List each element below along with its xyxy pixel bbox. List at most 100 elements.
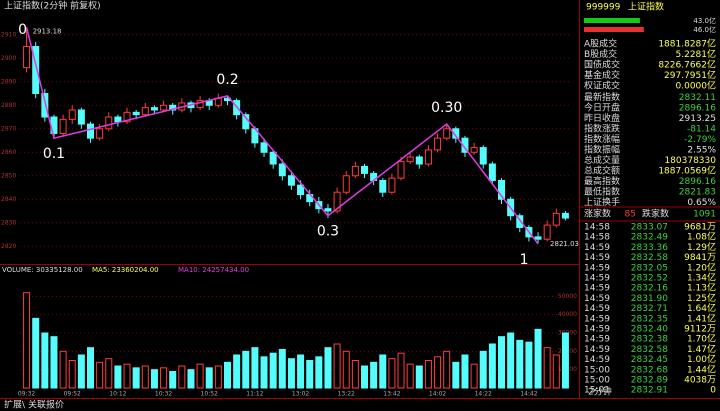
candle-body — [406, 156, 414, 163]
volume-bar — [205, 367, 213, 389]
volume-bar — [114, 365, 122, 389]
volume-bar — [351, 360, 359, 389]
trade-volume: 1.47亿 — [687, 343, 716, 355]
volume-bar — [233, 354, 241, 389]
candle-body — [379, 179, 387, 193]
trade-price: 2832.58 — [631, 253, 668, 263]
flow-bar — [584, 27, 644, 32]
summary-value: 1881.8287亿 — [658, 38, 716, 50]
candle-body — [141, 107, 149, 116]
wave-label: 1 — [520, 252, 529, 268]
summary-label: 总成交量 — [584, 154, 620, 166]
y-tick-label: 2910 — [1, 31, 16, 38]
wave-label: 0 — [18, 22, 27, 38]
volume-bar — [379, 354, 387, 389]
y-tick-label: 40000 — [558, 311, 577, 318]
candle-body — [424, 149, 432, 165]
trade-price: 2832.35 — [631, 314, 668, 324]
trade-time: 15:01 — [584, 386, 610, 396]
volume-bar — [452, 361, 460, 389]
x-tick-label: 10:12 — [109, 391, 126, 398]
trade-price: 2832.68 — [631, 365, 668, 375]
trade-price: 2832.05 — [631, 263, 668, 273]
volume-bar — [169, 371, 177, 389]
x-tick-label: 11:12 — [246, 391, 263, 398]
tab[interactable]: 关联报价 — [28, 399, 64, 411]
x-tick-label: 09:32 — [18, 391, 35, 398]
volume-bar — [41, 332, 49, 389]
x-tick-label: 14:22 — [475, 391, 492, 398]
trade-price: 2832.38 — [631, 335, 668, 345]
volume-bar — [525, 341, 533, 389]
candle-body — [196, 100, 204, 109]
wave-label: 0.2 — [216, 72, 238, 88]
trade-volume: 1.41亿 — [687, 312, 716, 324]
trade-time: 14:59 — [584, 294, 610, 304]
volume-bar — [141, 365, 149, 389]
volume-bar — [178, 365, 186, 389]
candle-body — [278, 163, 286, 177]
candle-body — [351, 165, 359, 177]
candle-body — [150, 107, 158, 111]
volume-bar — [388, 358, 396, 389]
y-tick-label: 2840 — [1, 196, 16, 203]
trade-volume: 0 — [710, 386, 716, 396]
candle-body — [87, 123, 94, 139]
flow-bar — [584, 18, 640, 23]
wave-line — [25, 27, 539, 245]
trade-time: 14:58 — [584, 223, 610, 233]
candle-body — [415, 156, 423, 165]
volume-bar — [87, 347, 94, 389]
volume-bar — [488, 343, 496, 389]
volume-bar — [132, 367, 140, 389]
trade-volume: 1.20亿 — [687, 261, 716, 273]
trade-price: 2832.45 — [631, 355, 668, 365]
volume-bar — [224, 361, 231, 389]
breadth-value: 1091 — [693, 210, 716, 220]
period-tab[interactable]: 2分钟 — [588, 386, 612, 398]
volume-bar — [370, 361, 378, 389]
volume-bar — [269, 352, 277, 389]
tab[interactable]: 扩展\ — [4, 399, 26, 411]
candle-body — [388, 177, 396, 193]
volume-bar — [251, 347, 259, 389]
candle-body — [105, 116, 113, 130]
trade-time: 14:59 — [584, 314, 610, 324]
candle-body — [287, 175, 295, 186]
summary-value: 2896.16 — [679, 177, 716, 187]
wave-label: 0.3 — [317, 224, 339, 240]
breadth-label: 跌家数 — [642, 208, 669, 220]
candle-body — [77, 109, 85, 125]
volume-bar — [561, 332, 569, 389]
volume-bar — [123, 363, 131, 389]
x-tick-label: 10:32 — [155, 391, 172, 398]
candle-body — [333, 191, 341, 212]
volume-bar — [479, 350, 487, 389]
volume-bar — [187, 369, 195, 389]
y-tick-label: 2870 — [1, 125, 16, 132]
x-tick-label: 13:02 — [292, 391, 309, 398]
stock-code: 999999 — [586, 3, 621, 13]
trade-volume: 1.08亿 — [687, 231, 716, 243]
volume-bar — [552, 354, 560, 389]
trade-volume: 1.34亿 — [687, 272, 716, 284]
trade-price: 2833.07 — [631, 223, 668, 233]
trade-time: 14:59 — [584, 284, 610, 294]
trade-time: 14:59 — [584, 355, 610, 365]
summary-label: 指数涨跌 — [584, 123, 620, 135]
trade-volume: 1.13亿 — [687, 282, 716, 294]
trade-volume: 9681万 — [684, 223, 716, 233]
trade-volume: 1.64亿 — [687, 302, 716, 314]
volume-bar — [59, 350, 67, 389]
volume-header: VOLUME: 30335128.00 — [2, 266, 83, 274]
trade-volume: 4038万 — [684, 376, 716, 386]
candle-body — [59, 118, 67, 134]
y-tick-label: 2850 — [1, 172, 16, 179]
min-label: 2821.03 — [550, 240, 579, 248]
trade-time: 14:59 — [584, 335, 610, 345]
trade-time: 14:59 — [584, 304, 610, 314]
y-tick-label: 2860 — [1, 149, 16, 156]
summary-value: 1887.0569亿 — [658, 165, 716, 177]
candle-body — [397, 161, 405, 179]
